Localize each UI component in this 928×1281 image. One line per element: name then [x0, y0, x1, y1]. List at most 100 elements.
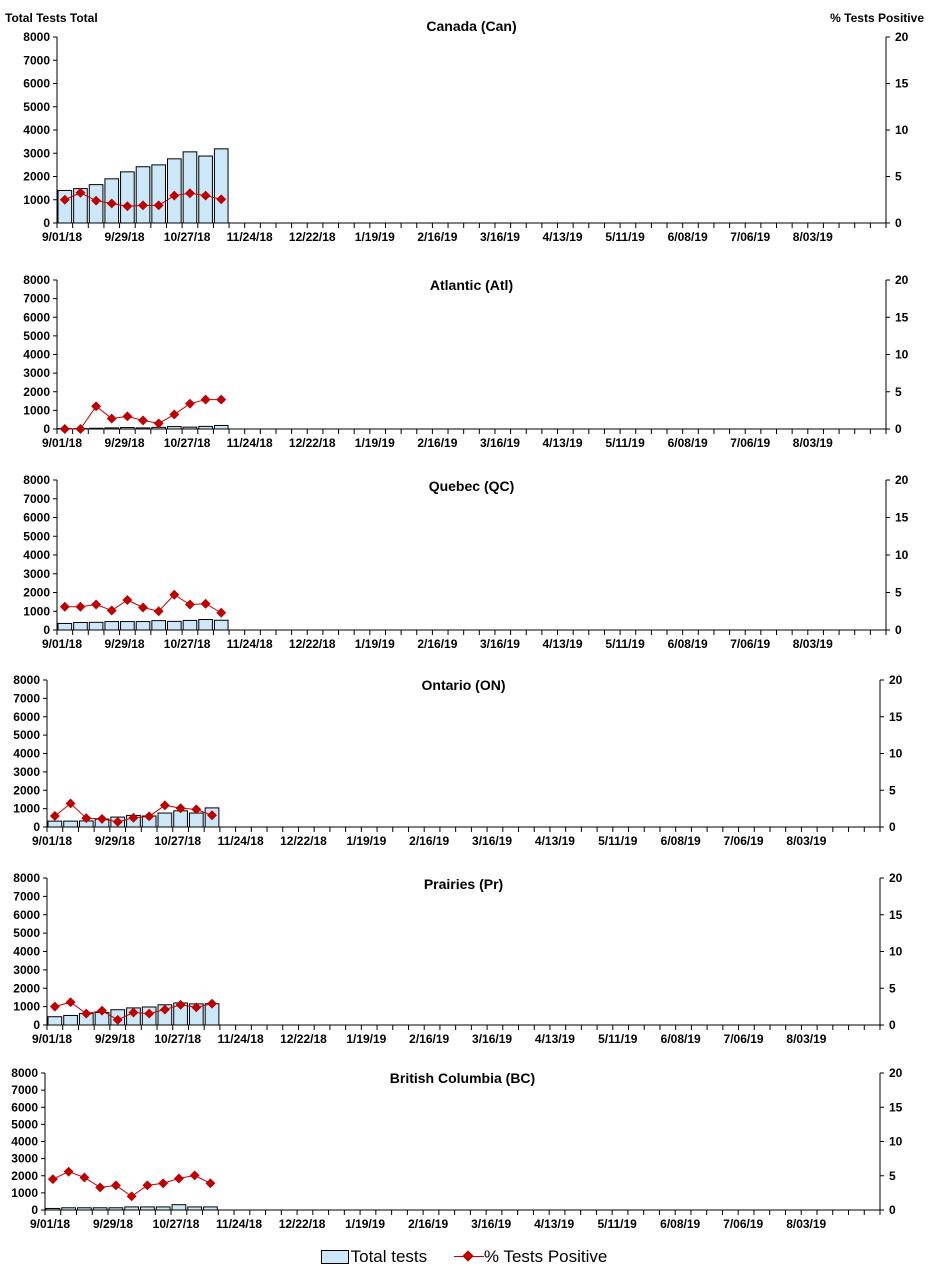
- x-tick-label: 5/11/19: [605, 230, 645, 244]
- point-pct-positive: [79, 1172, 90, 1183]
- x-tick-label: 3/16/19: [472, 1032, 512, 1046]
- point-pct-positive: [47, 1174, 58, 1185]
- bar-total-tests: [157, 812, 173, 828]
- point-pct-positive: [153, 418, 164, 429]
- legend: Total tests % Tests Positive: [0, 1246, 928, 1267]
- right-tick-label: 10: [889, 1135, 903, 1149]
- bar-total-tests: [182, 426, 198, 430]
- right-tick-label: 10: [895, 548, 909, 562]
- left-tick-label: 7000: [13, 691, 40, 705]
- bar-total-tests: [187, 1206, 203, 1211]
- panel-0: Canada (Can) 0 1000 2000 3000 4000 5000 6000 700…: [23, 18, 908, 244]
- x-tick-label: 9/01/18: [32, 834, 72, 848]
- bar-total-tests: [213, 424, 229, 430]
- right-tick-label: 0: [889, 1018, 896, 1032]
- x-tick-label: 9/29/18: [95, 834, 135, 848]
- point-pct-positive: [81, 813, 92, 824]
- point-pct-positive: [207, 810, 217, 821]
- x-tick-label: 5/11/19: [605, 637, 645, 651]
- bar-total-tests: [47, 1016, 63, 1026]
- right-tick-label: 0: [889, 820, 896, 834]
- left-tick-label: 3000: [23, 146, 50, 160]
- left-tick-label: 2000: [23, 385, 50, 399]
- x-tick-label: 12/22/18: [289, 637, 336, 651]
- x-tick-label: 1/19/19: [346, 1032, 386, 1046]
- bar-total-tests: [173, 810, 188, 828]
- left-tick-label: 0: [43, 623, 50, 637]
- point-pct-positive: [169, 589, 180, 600]
- bar-total-tests: [104, 621, 120, 631]
- left-tick-label: 4000: [11, 1135, 38, 1149]
- x-tick-label: 9/01/18: [30, 1217, 70, 1231]
- left-tick-label: 1000: [13, 802, 40, 816]
- point-pct-positive: [122, 201, 133, 212]
- x-tick-label: 9/01/18: [32, 1032, 72, 1046]
- left-tick-label: 8000: [13, 871, 40, 885]
- point-pct-positive: [200, 190, 211, 201]
- x-tick-label: 3/16/19: [480, 637, 520, 651]
- right-tick-label: 20: [889, 1066, 903, 1080]
- left-tick-label: 8000: [23, 30, 50, 44]
- right-tick-label: 5: [889, 981, 896, 995]
- point-pct-positive: [191, 1002, 202, 1013]
- bar-total-tests: [135, 427, 151, 430]
- bar-total-tests: [198, 425, 213, 430]
- legend-line-label: % Tests Positive: [483, 1246, 608, 1266]
- right-tick-label: 5: [895, 586, 902, 600]
- left-tick-label: 7000: [13, 889, 40, 903]
- x-tick-label: 10/27/18: [164, 230, 211, 244]
- panel-title: Ontario (ON): [422, 677, 506, 693]
- x-tick-label: 8/03/19: [786, 1217, 826, 1231]
- point-pct-positive: [81, 1008, 92, 1019]
- point-pct-positive: [49, 811, 60, 821]
- x-tick-label: 10/27/18: [164, 436, 211, 450]
- x-tick-label: 8/03/19: [793, 436, 833, 450]
- x-tick-label: 4/13/19: [543, 436, 583, 450]
- x-tick-label: 2/16/19: [409, 1032, 449, 1046]
- point-pct-positive: [75, 424, 86, 434]
- left-tick-label: 2000: [11, 1169, 38, 1183]
- right-tick-label: 5: [889, 783, 896, 797]
- x-tick-label: 3/16/19: [472, 834, 512, 848]
- left-tick-label: 4000: [23, 348, 50, 362]
- left-tick-label: 0: [33, 820, 40, 834]
- bar-total-tests: [213, 148, 229, 224]
- left-tick-label: 0: [43, 216, 50, 230]
- x-tick-label: 8/03/19: [793, 637, 833, 651]
- panel-1: Atlantic (Atl) 0 1000 2000 3000 4000 5000 6000 7…: [23, 273, 908, 450]
- right-tick-label: 0: [895, 216, 902, 230]
- bar-total-tests: [151, 164, 166, 224]
- x-tick-label: 6/08/19: [660, 1217, 700, 1231]
- x-tick-label: 6/08/19: [668, 637, 708, 651]
- x-tick-label: 11/24/18: [227, 436, 273, 450]
- point-pct-positive: [128, 1007, 139, 1018]
- right-tick-label: 20: [895, 30, 909, 44]
- x-tick-label: 3/16/19: [480, 230, 520, 244]
- point-pct-positive: [159, 800, 170, 811]
- bar-total-tests: [135, 621, 151, 631]
- left-tick-label: 3000: [13, 765, 40, 779]
- bar-total-tests: [198, 619, 213, 631]
- bar-total-tests: [188, 812, 204, 828]
- point-pct-positive: [205, 1178, 216, 1189]
- point-pct-positive: [138, 200, 148, 211]
- bar-total-tests: [171, 1204, 187, 1211]
- point-pct-positive: [216, 394, 227, 405]
- left-tick-label: 7000: [23, 492, 50, 506]
- left-tick-label: 6000: [23, 310, 50, 324]
- x-tick-label: 11/24/18: [216, 1217, 262, 1231]
- bar-total-tests: [182, 151, 198, 224]
- x-tick-label: 1/19/19: [355, 436, 395, 450]
- right-tick-label: 10: [889, 747, 903, 761]
- left-tick-label: 5000: [23, 100, 50, 114]
- point-pct-positive: [49, 1001, 60, 1012]
- panels: Canada (Can)0100020003000400050006000700…: [11, 18, 909, 1231]
- x-tick-label: 5/11/19: [605, 436, 645, 450]
- bar-total-tests: [63, 820, 78, 828]
- left-tick-label: 2000: [23, 170, 50, 184]
- x-tick-label: 2/16/19: [417, 637, 457, 651]
- x-tick-label: 4/13/19: [534, 1217, 574, 1231]
- right-tick-label: 10: [895, 123, 909, 137]
- x-tick-label: 12/22/18: [289, 436, 336, 450]
